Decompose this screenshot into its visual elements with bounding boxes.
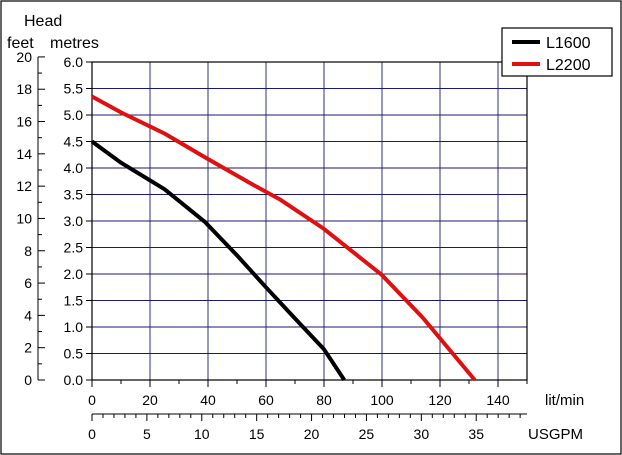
usgpm-tick-label: 5 [143,426,151,442]
metres-tick-label: 3.5 [64,187,84,203]
metres-tick-label: 1.0 [64,319,84,335]
metres-tick-label: 1.5 [64,293,84,309]
head-label: Head [24,13,62,30]
feet-tick-label: 8 [24,243,32,259]
metres-axis-label: metres [50,35,99,52]
metres-tick-label: 6.0 [64,54,84,70]
litmin-tick-label: 40 [200,392,216,408]
series-line-l2200 [91,94,477,382]
litmin-tick-label: 140 [486,392,510,408]
series-line-l1600 [90,139,346,382]
litmin-tick-label: 20 [142,392,158,408]
feet-tick-label: 6 [24,275,32,291]
metres-tick-label: 3.0 [64,213,84,229]
usgpm-axis: 0 5 10 15 20 25 30 35 [88,413,527,442]
metres-tick-label: 4.0 [64,160,84,176]
feet-tick-label: 2 [24,340,32,356]
feet-tick-label: 20 [16,49,32,65]
metres-axis: 6.0 5.5 5.0 4.5 4.0 3.5 3.0 2.5 2.0 1.5 1.0 0.5 0.0 [64,54,92,388]
litmin-tick-label: 80 [316,392,332,408]
grid [92,62,527,380]
metres-tick-label: 0.5 [64,346,84,362]
usgpm-axis-label: USGPM [528,426,583,443]
plot-border [91,61,528,381]
metres-tick-label: 0.0 [64,372,84,388]
series-layer [90,94,477,382]
legend-label-l2200: L2200 [546,57,591,74]
metres-tick-label: 4.5 [64,134,84,150]
feet-tick-label: 10 [16,210,32,226]
litmin-tick-label: 60 [258,392,274,408]
litmin-axis: 0 20 40 60 80 100 120 140 [88,380,528,408]
legend-box [501,27,613,77]
feet-tick-label: 18 [16,81,32,97]
litmin-tick-label: 120 [428,392,452,408]
feet-axis-label: feet [7,35,34,52]
usgpm-tick-label: 35 [468,426,484,442]
litmin-axis-label: lit/min [545,392,584,409]
usgpm-tick-label: 15 [249,426,265,442]
metres-tick-label: 2.5 [64,240,84,256]
metres-tick-label: 5.5 [64,81,84,97]
metres-tick-label: 2.0 [64,266,84,282]
feet-tick-label: 14 [16,146,32,162]
usgpm-tick-label: 10 [194,426,210,442]
feet-tick-label: 16 [16,114,32,130]
usgpm-tick-label: 30 [414,426,430,442]
legend: L1600 L2200 [501,27,613,77]
usgpm-tick-label: 0 [88,426,96,442]
metres-tick-label: 5.0 [64,107,84,123]
feet-tick-label: 12 [16,178,32,194]
usgpm-tick-label: 20 [304,426,320,442]
usgpm-tick-label: 25 [359,426,375,442]
litmin-tick-label: 100 [370,392,394,408]
feet-tick-label: 4 [24,307,32,323]
legend-label-l1600: L1600 [546,35,591,52]
litmin-tick-label: 0 [88,392,96,408]
feet-tick-label: 0 [24,372,32,388]
